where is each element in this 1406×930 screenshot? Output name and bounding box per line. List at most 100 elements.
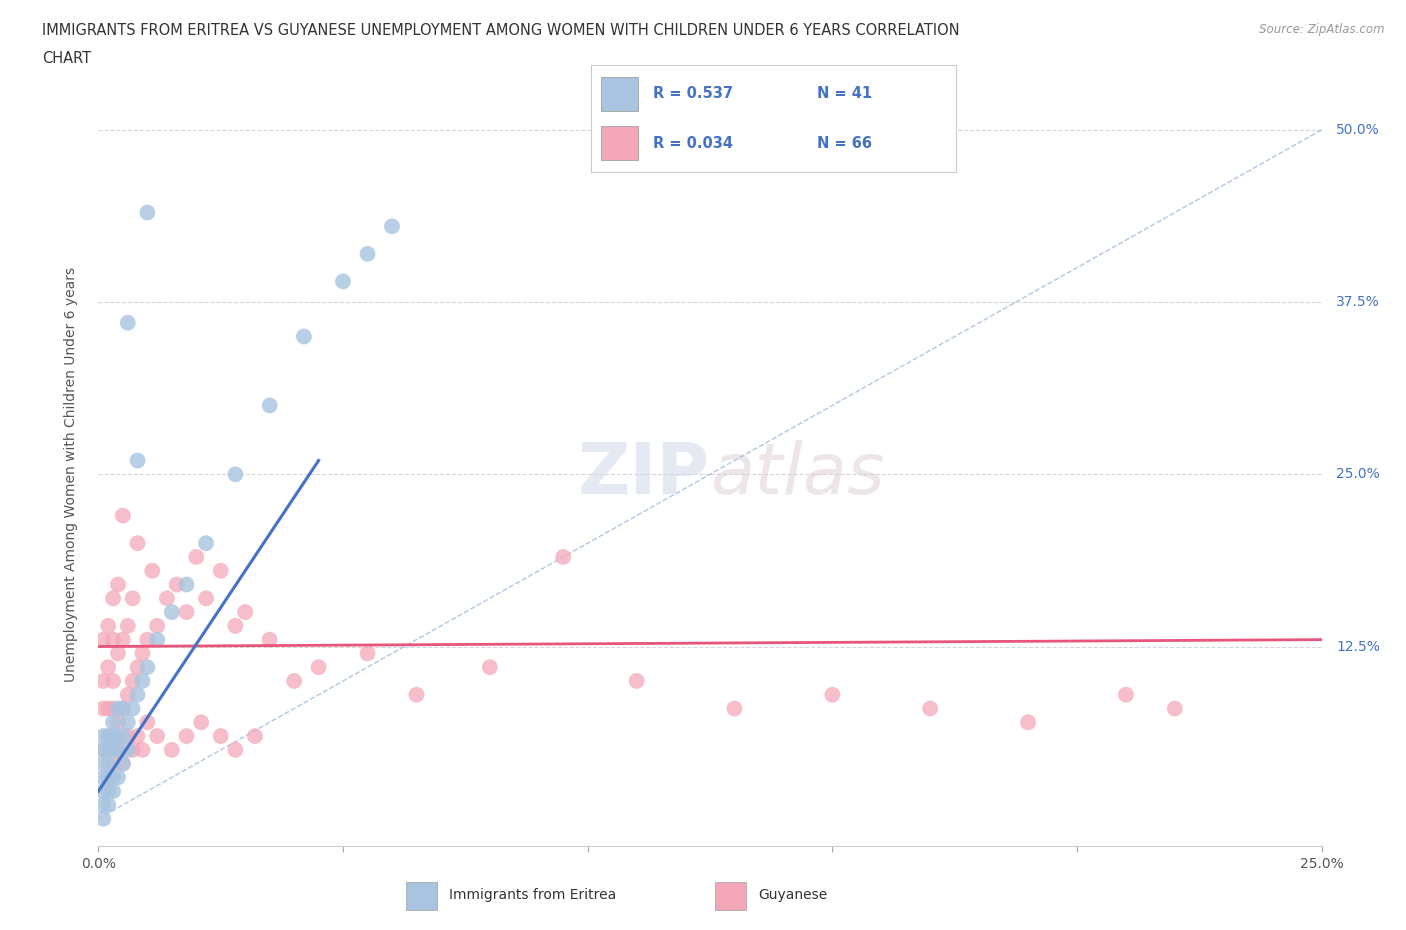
Point: [478, 659, 501, 674]
Point: [101, 742, 124, 757]
Text: R = 0.034: R = 0.034: [652, 136, 733, 151]
Point: [186, 550, 208, 565]
Point: [101, 673, 124, 688]
Text: 12.5%: 12.5%: [1336, 640, 1381, 654]
Point: [356, 246, 378, 261]
Point: [283, 673, 305, 688]
Point: [176, 578, 198, 592]
Point: [101, 728, 124, 743]
Point: [101, 715, 124, 730]
Point: [553, 550, 575, 565]
Point: [97, 784, 120, 799]
Point: [243, 728, 266, 743]
Point: [146, 632, 169, 647]
Point: [91, 701, 114, 716]
Point: [101, 784, 124, 799]
Point: [101, 756, 124, 771]
Point: [107, 701, 129, 716]
Point: [111, 728, 134, 743]
Text: R = 0.537: R = 0.537: [652, 86, 733, 101]
Point: [127, 536, 149, 551]
Point: [107, 742, 129, 757]
Point: [97, 756, 120, 771]
Point: [121, 701, 143, 716]
Point: [117, 715, 139, 730]
Point: [166, 578, 188, 592]
Point: [117, 687, 139, 702]
Point: [91, 798, 114, 813]
Point: [91, 770, 114, 785]
Text: N = 66: N = 66: [817, 136, 872, 151]
Point: [111, 701, 134, 716]
Text: IMMIGRANTS FROM ERITREA VS GUYANESE UNEMPLOYMENT AMONG WOMEN WITH CHILDREN UNDER: IMMIGRANTS FROM ERITREA VS GUYANESE UNEM…: [42, 23, 960, 38]
Point: [121, 742, 143, 757]
Point: [127, 453, 149, 468]
Point: [160, 742, 183, 757]
Point: [97, 770, 120, 785]
Point: [723, 701, 745, 716]
Point: [195, 536, 218, 551]
Point: [117, 618, 139, 633]
Point: [117, 728, 139, 743]
Point: [136, 632, 159, 647]
Point: [111, 756, 134, 771]
Point: [107, 728, 129, 743]
Point: [97, 659, 120, 674]
Point: [117, 742, 139, 757]
Point: [97, 618, 120, 633]
FancyBboxPatch shape: [716, 883, 747, 910]
Point: [91, 673, 114, 688]
Point: [111, 508, 134, 523]
Point: [117, 315, 139, 330]
Point: [91, 728, 114, 743]
FancyBboxPatch shape: [602, 126, 638, 160]
Point: [97, 742, 120, 757]
Point: [111, 756, 134, 771]
Point: [91, 742, 114, 757]
Point: [101, 632, 124, 647]
Text: Immigrants from Eritrea: Immigrants from Eritrea: [450, 888, 617, 902]
Point: [101, 770, 124, 785]
Point: [101, 591, 124, 605]
Point: [127, 687, 149, 702]
Text: Source: ZipAtlas.com: Source: ZipAtlas.com: [1260, 23, 1385, 36]
Point: [156, 591, 179, 605]
Y-axis label: Unemployment Among Women with Children Under 6 years: Unemployment Among Women with Children U…: [63, 267, 77, 682]
Point: [1115, 687, 1137, 702]
Point: [97, 728, 120, 743]
Point: [292, 329, 315, 344]
Point: [97, 728, 120, 743]
Point: [107, 742, 129, 757]
Point: [107, 770, 129, 785]
Point: [111, 632, 134, 647]
Point: [224, 467, 246, 482]
Point: [224, 618, 246, 633]
Point: [821, 687, 844, 702]
Point: [136, 659, 159, 674]
Point: [146, 728, 169, 743]
Point: [121, 673, 143, 688]
Point: [920, 701, 942, 716]
Point: [405, 687, 427, 702]
Text: ZIP: ZIP: [578, 440, 710, 509]
Point: [176, 604, 198, 619]
Point: [136, 715, 159, 730]
Point: [131, 646, 153, 661]
FancyBboxPatch shape: [406, 883, 437, 910]
Point: [91, 811, 114, 826]
Point: [101, 701, 124, 716]
Point: [97, 701, 120, 716]
Text: N = 41: N = 41: [817, 86, 872, 101]
Point: [259, 398, 281, 413]
Text: 37.5%: 37.5%: [1336, 295, 1381, 309]
Text: 25.0%: 25.0%: [1336, 467, 1381, 482]
Text: Guyanese: Guyanese: [759, 888, 828, 902]
Point: [1164, 701, 1187, 716]
Point: [224, 742, 246, 757]
Point: [91, 632, 114, 647]
Point: [91, 742, 114, 757]
Point: [259, 632, 281, 647]
Point: [127, 659, 149, 674]
Point: [209, 564, 232, 578]
Point: [381, 219, 404, 233]
